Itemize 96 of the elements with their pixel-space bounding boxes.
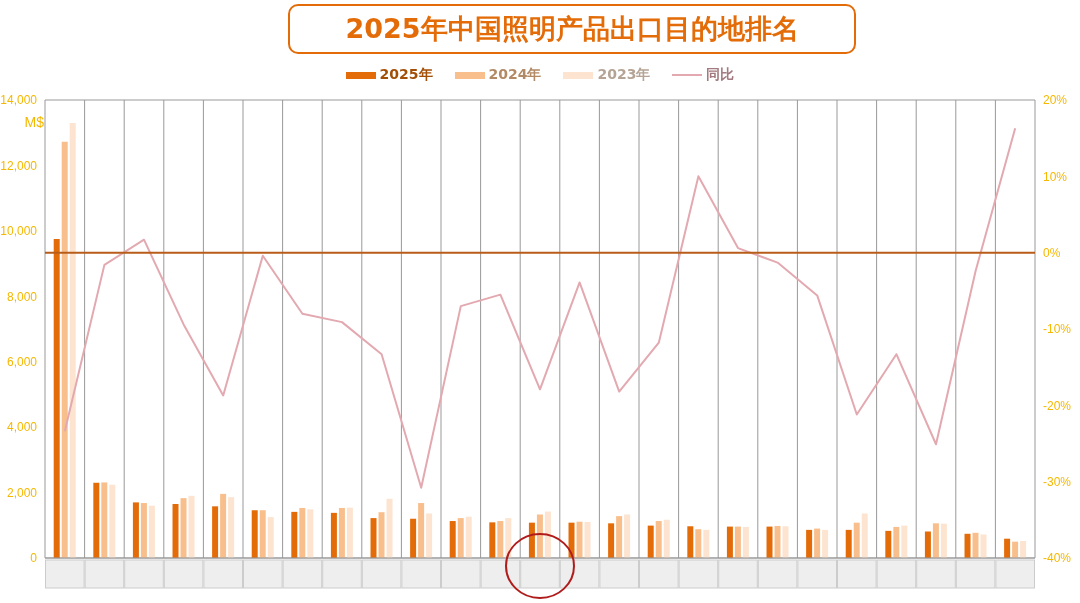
bar	[616, 516, 623, 558]
bar	[814, 528, 821, 558]
bar	[212, 506, 219, 558]
bar	[109, 484, 116, 558]
legend-label: 同比	[706, 66, 735, 84]
bar	[853, 522, 860, 558]
legend-label: 2024年	[488, 66, 542, 84]
y2-tick-label: -10%	[1043, 322, 1072, 337]
y-tick-label: 14,000	[0, 93, 38, 108]
bar	[885, 530, 892, 558]
bar	[806, 529, 813, 558]
bar	[964, 533, 971, 558]
legend-label: 2025年	[379, 66, 433, 84]
bar	[1004, 538, 1011, 558]
bar	[932, 523, 939, 558]
bar	[418, 503, 425, 558]
y2-tick-label: -30%	[1043, 474, 1072, 489]
bar	[608, 523, 615, 558]
bar	[703, 529, 710, 558]
bar	[536, 514, 543, 558]
bar	[647, 525, 654, 558]
bar	[940, 523, 947, 558]
y2-tick-label: 10%	[1043, 169, 1068, 184]
bar	[299, 507, 306, 558]
bar	[766, 526, 773, 558]
bar	[370, 518, 377, 558]
bar	[61, 141, 68, 558]
bar	[465, 516, 472, 558]
bar	[726, 526, 733, 558]
bar	[687, 526, 694, 558]
y-tick-label: 12,000	[0, 158, 38, 173]
bar	[822, 529, 829, 558]
bar	[148, 505, 155, 558]
bar	[742, 526, 749, 558]
bar	[69, 122, 76, 558]
bar	[1020, 540, 1027, 558]
bar	[845, 529, 852, 558]
bar	[782, 526, 789, 558]
y2-tick-label: 20%	[1043, 93, 1068, 108]
bar	[576, 521, 583, 558]
bar	[188, 495, 195, 558]
bar	[53, 239, 60, 558]
bar	[734, 526, 741, 558]
bar	[861, 513, 868, 558]
bar	[489, 522, 496, 558]
bar	[695, 529, 702, 558]
y-axis-title: M$	[23, 114, 44, 130]
bar	[449, 521, 456, 558]
bar	[924, 531, 931, 558]
bar	[528, 522, 535, 558]
bar	[980, 534, 987, 558]
bar	[220, 493, 227, 558]
y-tick-label: 4,000	[6, 420, 38, 435]
bar	[624, 514, 631, 558]
bar	[180, 498, 187, 558]
bar	[457, 518, 464, 558]
bar	[505, 518, 512, 558]
bar	[774, 525, 781, 558]
bar	[172, 504, 179, 558]
y-tick-label: 0	[30, 551, 38, 566]
bar	[101, 482, 108, 558]
bar	[655, 521, 662, 558]
y2-tick-label: -40%	[1043, 551, 1072, 566]
bar	[330, 512, 337, 558]
bar	[972, 532, 979, 558]
bar	[132, 502, 139, 558]
bar	[378, 512, 385, 558]
y2-tick-label: 0%	[1043, 245, 1061, 260]
y-tick-label: 6,000	[6, 354, 38, 369]
bar	[307, 509, 314, 558]
y-tick-label: 2,000	[6, 485, 38, 500]
bar	[386, 498, 393, 558]
bar	[338, 507, 345, 558]
bar	[140, 503, 147, 558]
bar	[544, 511, 551, 558]
bar	[93, 482, 100, 558]
y-tick-label: 8,000	[6, 289, 38, 304]
legend-label: 2023年	[597, 66, 651, 84]
bar	[426, 513, 433, 558]
bar	[259, 510, 266, 558]
line-series	[63, 127, 1017, 489]
y-tick-label: 10,000	[0, 224, 38, 239]
bar	[1012, 541, 1019, 558]
bar	[251, 510, 258, 558]
bar	[267, 517, 274, 558]
y2-tick-label: -20%	[1043, 398, 1072, 413]
bar	[291, 511, 298, 558]
chart-title: 2025年中国照明产品出口目的地排名	[288, 4, 856, 54]
bar	[901, 525, 908, 558]
bar	[663, 519, 670, 558]
bar	[893, 526, 900, 558]
bar	[497, 521, 504, 558]
bar	[584, 522, 591, 558]
bar	[228, 497, 235, 558]
bar	[346, 507, 353, 558]
bar	[410, 518, 417, 558]
